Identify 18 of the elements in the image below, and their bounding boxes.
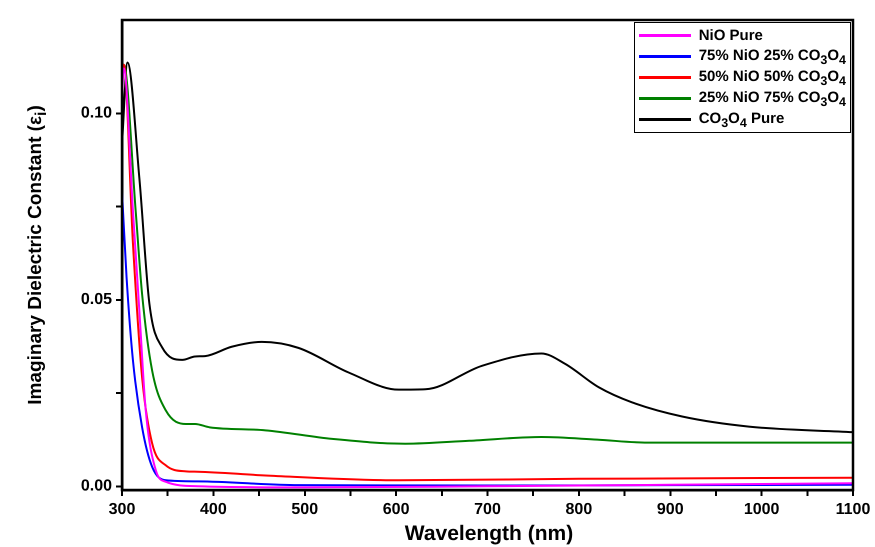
legend-label: CO$_{3}$O$_{4}$ Pure [698,110,784,130]
x-tick-label: 500 [291,501,318,518]
x-tick-label: 1000 [744,501,780,518]
legend-label: 50% NiO 50% CO$_{3}$O$_{4}$ [698,68,846,88]
x-axis-title: Wavelength (nm) [404,522,574,546]
legend-label: NiO Pure [698,27,763,44]
y-tick-label: 0.00 [80,478,112,495]
x-tick-label: 700 [474,501,501,518]
x-tick-label: 1100 [836,501,870,518]
x-tick-label: 900 [656,501,684,518]
x-tick-label: 300 [108,501,136,518]
y-tick-label: 0.10 [80,104,112,122]
legend-label: 75% NiO 25% CO$_{3}$O$_{4}$ [698,46,846,66]
legend-label: 25% NiO 75% CO$_{3}$O$_{4}$ [698,88,846,108]
x-tick-label: 600 [382,501,410,518]
x-tick-label: 800 [566,501,592,518]
y-tick-label: 0.05 [80,291,112,308]
x-tick-label: 400 [200,501,227,518]
